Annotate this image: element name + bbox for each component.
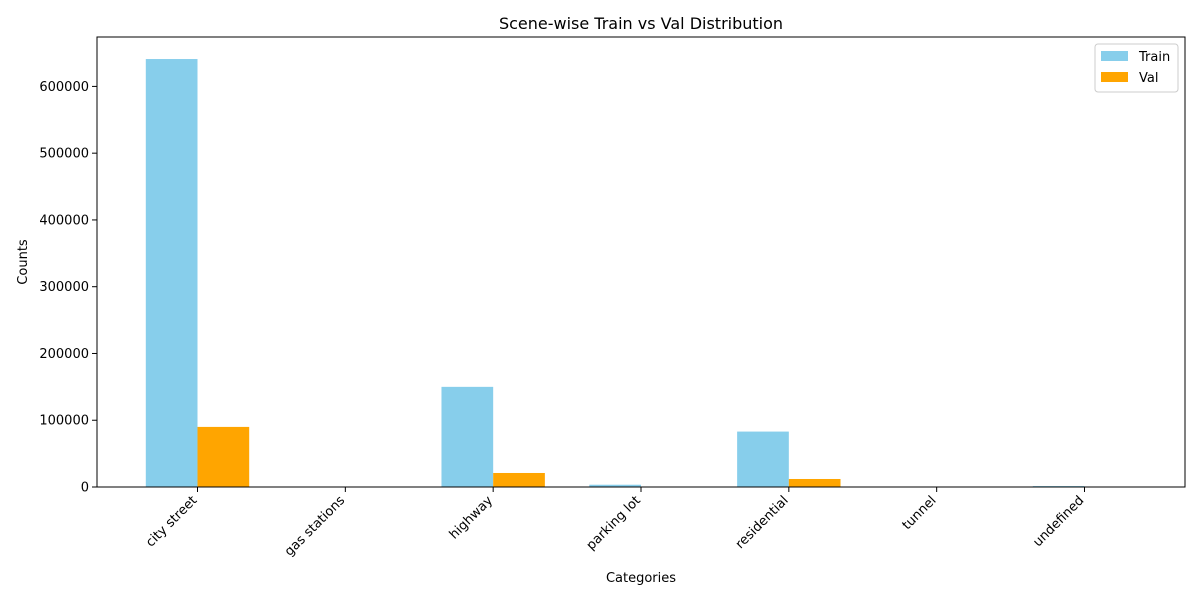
bar-train-highway	[441, 386, 494, 487]
legend-swatch-train	[1101, 51, 1128, 61]
legend-swatch-val	[1101, 72, 1128, 82]
y-tick-label: 200000	[39, 347, 89, 362]
x-axis-label: Categories	[606, 571, 676, 586]
y-axis-label: Counts	[16, 239, 31, 285]
y-tick-label: 0	[81, 481, 89, 496]
y-axis: 0 100000 200000 300000 400000 500000 600000	[39, 80, 97, 496]
bar-train-parking-lot	[589, 484, 641, 487]
bar-val-highway	[493, 472, 545, 487]
bars-group	[145, 59, 1137, 487]
bar-train-residential	[737, 431, 789, 487]
y-tick-label: 500000	[39, 147, 89, 162]
legend: Train Val	[1094, 43, 1179, 93]
bar-val-city-street	[197, 426, 250, 487]
legend-label-val: Val	[1139, 71, 1158, 86]
bar-train-city-street	[145, 59, 198, 487]
y-tick-label: 300000	[39, 280, 89, 295]
y-tick-label: 400000	[39, 213, 89, 228]
legend-label-train: Train	[1138, 50, 1170, 65]
bar-val-residential	[788, 478, 841, 487]
chart-title: Scene-wise Train vs Val Distribution	[499, 14, 783, 33]
y-tick-label: 600000	[39, 80, 89, 95]
y-tick-label: 100000	[39, 414, 89, 429]
